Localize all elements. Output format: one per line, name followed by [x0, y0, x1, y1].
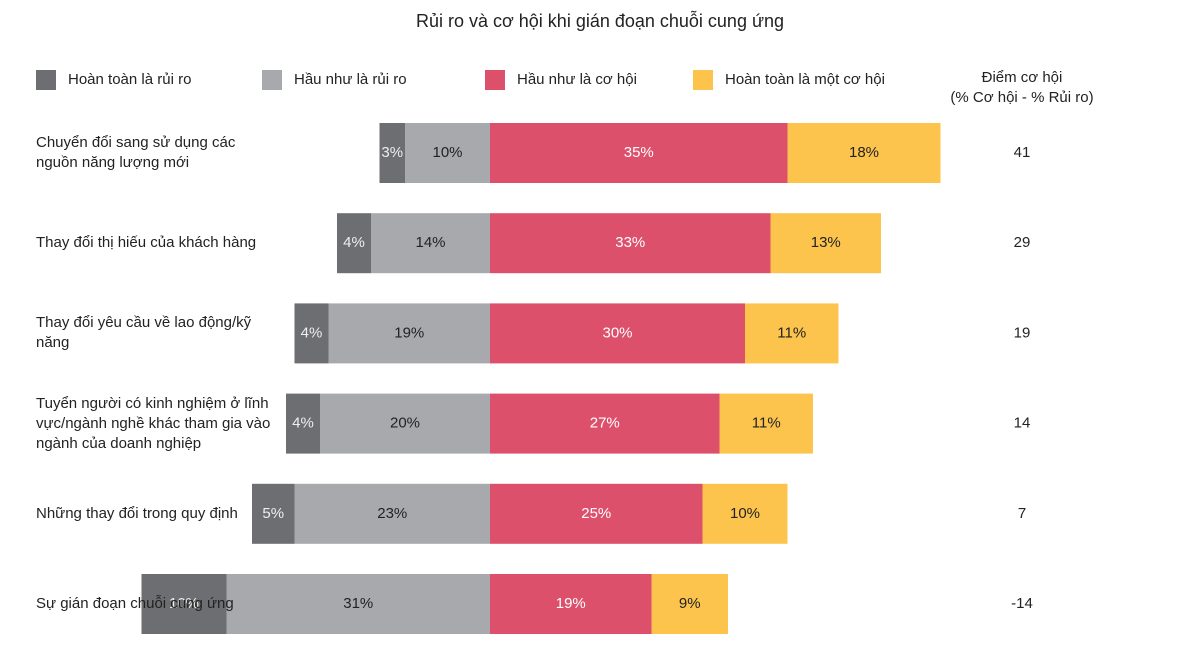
value-label: 19%	[394, 324, 424, 341]
value-label: 18%	[849, 144, 879, 161]
legend-label: Hoàn toàn là rủi ro	[68, 71, 191, 88]
value-label: 3%	[381, 144, 403, 161]
bar-segment	[745, 303, 839, 364]
value-label: 4%	[292, 415, 314, 432]
value-label: 33%	[615, 234, 645, 251]
value-label: 27%	[590, 415, 620, 432]
score: -14	[1011, 595, 1033, 612]
value-label: 23%	[377, 505, 407, 522]
bar-segment	[294, 483, 490, 544]
bar-segment	[702, 483, 788, 544]
legend-swatch	[693, 70, 713, 90]
bar-segment	[490, 393, 720, 454]
value-label: 11%	[752, 415, 781, 432]
bar-segment	[490, 213, 771, 274]
value-label: 30%	[602, 324, 632, 341]
value-label: 14%	[415, 234, 445, 251]
bar-segment	[651, 574, 728, 634]
value-label: 5%	[262, 505, 284, 522]
bar-segment	[337, 213, 371, 274]
chart-title: Rủi ro và cơ hội khi gián đoạn chuỗi cun…	[416, 10, 784, 31]
bar-segment	[379, 123, 405, 183]
category-label: Những thay đổi trong quy định	[36, 504, 238, 522]
category-label: Chuyển đổi sang sử dụng các nguồn năng l…	[36, 134, 236, 171]
bar-segment	[787, 123, 941, 183]
value-label: 13%	[811, 234, 841, 251]
bar-segment	[371, 213, 490, 274]
score: 41	[1014, 144, 1031, 161]
bar-segment	[294, 303, 329, 364]
bar-segment	[490, 303, 745, 364]
score-header: (% Cơ hội - % Rủi ro)	[950, 89, 1093, 106]
value-label: 4%	[301, 324, 323, 341]
bar-segment	[320, 393, 490, 454]
bar-segment	[770, 213, 881, 274]
value-label: 9%	[679, 595, 701, 612]
legend-swatch	[36, 70, 56, 90]
value-label: 19%	[556, 595, 586, 612]
bar-segment	[328, 303, 490, 364]
value-label: 10%	[432, 144, 462, 161]
bar-segment	[719, 393, 813, 454]
bar-segment	[490, 483, 703, 544]
score-header: Điểm cơ hội	[982, 69, 1063, 86]
legend-label: Hầu như là rủi ro	[294, 71, 407, 88]
bar-segment	[286, 393, 320, 454]
bar-segment	[490, 123, 788, 183]
bar-segment	[226, 574, 490, 634]
value-label: 11%	[777, 324, 806, 341]
value-label: 25%	[581, 505, 611, 522]
value-label: 20%	[390, 415, 420, 432]
legend-label: Hoàn toàn là một cơ hội	[725, 71, 885, 88]
score: 7	[1018, 505, 1026, 522]
category-label: Thay đổi thị hiếu của khách hàng	[36, 234, 257, 252]
score: 29	[1014, 234, 1031, 251]
legend-swatch	[485, 70, 505, 90]
legend-label: Hầu như là cơ hội	[517, 71, 637, 88]
category-label: Sự gián đoạn chuỗi cung ứng	[36, 595, 234, 612]
score: 14	[1014, 415, 1031, 432]
category-label: Thay đổi yêu cầu về lao động/kỹ năng	[36, 314, 252, 352]
category-label: Tuyển người có kinh nghiệm ở lĩnh vực/ng…	[36, 394, 271, 452]
bar-segment	[141, 574, 227, 634]
value-label: 31%	[343, 595, 373, 612]
bar-segment	[490, 574, 652, 634]
bar-segment	[405, 123, 490, 183]
value-label: 4%	[343, 234, 365, 251]
bar-segment	[252, 483, 295, 544]
value-label: 35%	[624, 144, 654, 161]
score: 19	[1014, 324, 1031, 341]
value-label: 10%	[169, 595, 199, 612]
value-label: 10%	[730, 505, 760, 522]
legend-swatch	[262, 70, 282, 90]
